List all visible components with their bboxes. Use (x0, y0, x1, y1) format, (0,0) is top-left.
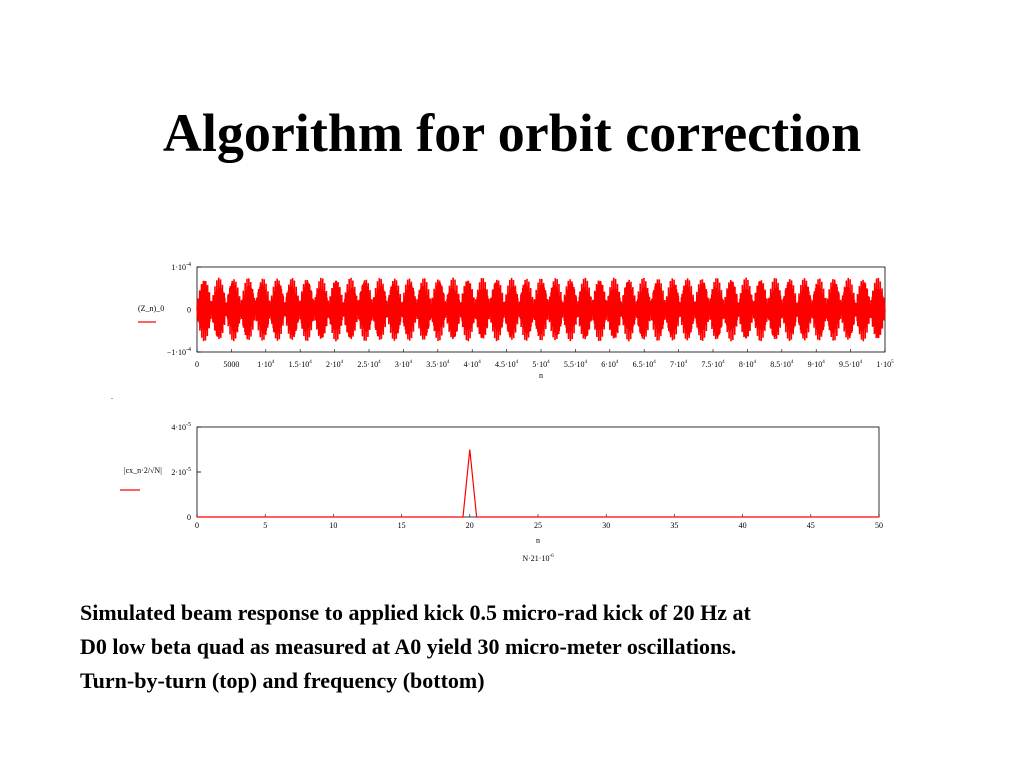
x-tick-label-bottom-5: 25 (534, 521, 542, 530)
x-tick-label-top-4: 2·104 (326, 360, 344, 369)
x-tick-label-top-13: 6.5·104 (633, 360, 657, 369)
series-line-frequency (197, 449, 879, 518)
y-tick-label-top-2: −1·10-4 (167, 347, 191, 357)
x-axis-label-top: n (539, 371, 543, 380)
x-tick-label-bottom-4: 20 (466, 521, 474, 530)
caption-line-1: Simulated beam response to applied kick … (80, 600, 751, 625)
y-axis-label-bottom: |cx_n·2/√N| (124, 466, 162, 475)
caption-line-3: Turn-by-turn (top) and frequency (bottom… (80, 668, 485, 693)
x-tick-label-top-18: 9·104 (808, 360, 826, 369)
x-tick-label-top-5: 2.5·104 (357, 360, 381, 369)
x-tick-label-top-15: 7.5·104 (701, 360, 725, 369)
x-tick-label-bottom-1: 5 (263, 521, 267, 530)
x-tick-label-top-7: 3.5·104 (426, 360, 450, 369)
x-tick-label-bottom-0: 0 (195, 521, 199, 530)
y-axis-label-top: (Z_n)_0 (138, 304, 164, 313)
x-tick-label-top-19: 9.5·104 (839, 360, 863, 369)
plot-frame-bottom (196, 426, 880, 518)
x-tick-label-bottom-3: 15 (398, 521, 406, 530)
x-tick-label-top-20: 1·105 (876, 360, 894, 369)
x-tick-label-bottom-2: 10 (329, 521, 337, 530)
x-tick-label-top-2: 1·104 (257, 360, 275, 369)
y-tick-label-bottom-1: 2·10-5 (171, 467, 191, 477)
x-tick-label-top-6: 3·104 (395, 360, 413, 369)
y-tick-label-bottom-0: 4·10-5 (171, 422, 191, 432)
caption-line-2: D0 low beta quad as measured at A0 yield… (80, 634, 737, 659)
series-line-turn-by-turn (196, 277, 886, 342)
x-tick-label-top-1: 5000 (223, 360, 239, 369)
x-tick-label-top-17: 8.5·104 (770, 360, 794, 369)
x-tick-label-top-10: 5·104 (532, 360, 550, 369)
footer-label-bottom: N·21·10-6 (522, 554, 554, 563)
x-tick-label-top-16: 8·104 (739, 360, 757, 369)
x-tick-label-top-8: 4·104 (464, 360, 482, 369)
stray-mark: . (111, 392, 113, 401)
y-tick-label-bottom-2: 0 (187, 513, 191, 522)
x-tick-label-top-3: 1.5·104 (289, 360, 313, 369)
x-tick-label-bottom-8: 40 (739, 521, 747, 530)
x-tick-label-top-0: 0 (195, 360, 199, 369)
x-tick-label-bottom-7: 35 (670, 521, 678, 530)
x-axis-label-bottom: n (536, 536, 540, 545)
slide-caption: Simulated beam response to applied kick … (80, 596, 980, 698)
y-tick-label-top-0: 1·10-4 (171, 262, 191, 272)
x-tick-label-top-14: 7·104 (670, 360, 688, 369)
x-tick-label-top-9: 4.5·104 (495, 360, 519, 369)
x-tick-label-bottom-9: 45 (807, 521, 815, 530)
x-tick-label-bottom-6: 30 (602, 521, 610, 530)
slide-title: Algorithm for orbit correction (162, 103, 862, 163)
x-tick-label-top-12: 6·104 (601, 360, 619, 369)
x-tick-label-bottom-10: 50 (875, 521, 883, 530)
x-tick-label-top-11: 5.5·104 (564, 360, 588, 369)
y-tick-label-top-1: 0 (187, 306, 191, 315)
